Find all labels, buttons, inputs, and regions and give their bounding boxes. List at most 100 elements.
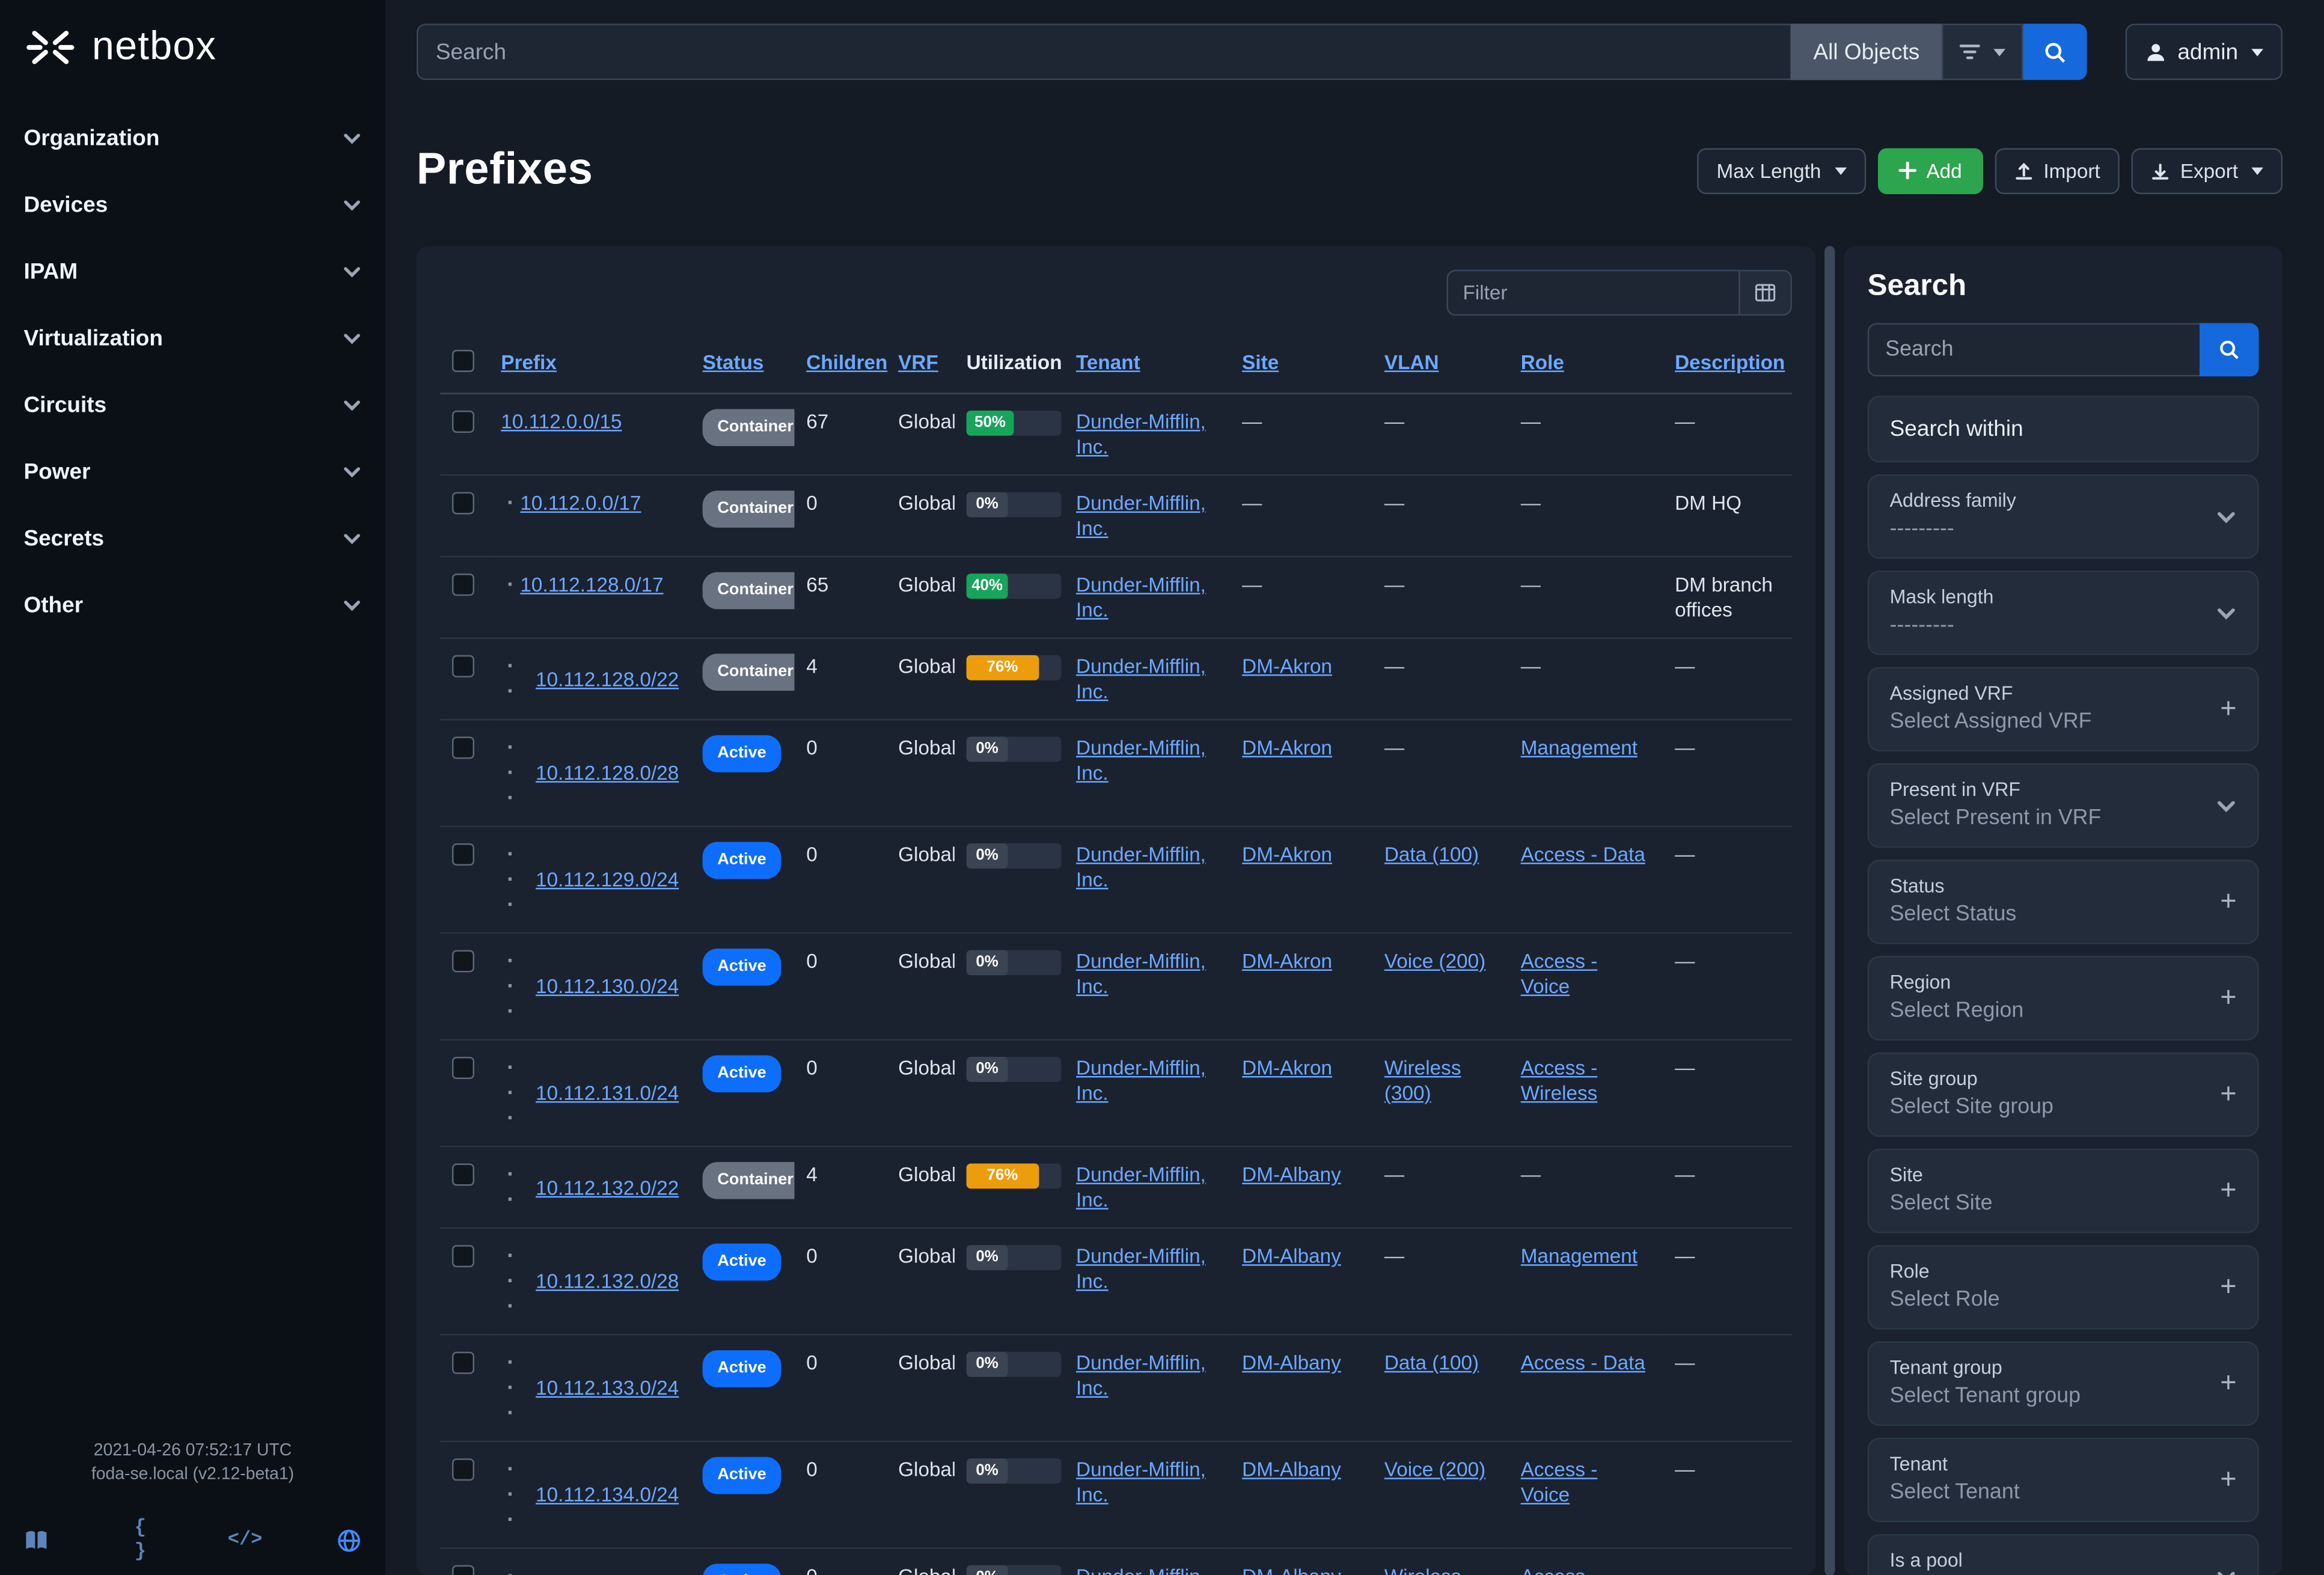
filter-field-is-a-pool[interactable]: Is a pool ---------: [1867, 1534, 2259, 1575]
prefix-link[interactable]: 10.112.0.0/17: [520, 492, 641, 515]
add-button[interactable]: Add: [1877, 147, 1983, 194]
prefix-link[interactable]: 10.112.132.0/28: [536, 1270, 679, 1293]
code-icon[interactable]: </>: [227, 1528, 263, 1551]
search-scope-button[interactable]: All Objects: [1791, 23, 1942, 81]
vlan-link[interactable]: Voice (200): [1384, 950, 1486, 973]
row-checkbox[interactable]: [452, 492, 474, 515]
table-filter-input[interactable]: [1446, 269, 1740, 316]
prefix-link[interactable]: 10.112.130.0/24: [536, 975, 679, 998]
sidebar-item-other[interactable]: Other: [0, 572, 385, 639]
panel-search-button[interactable]: [2199, 323, 2259, 377]
role-link[interactable]: Access - Voice: [1520, 1458, 1598, 1506]
row-checkbox[interactable]: [452, 950, 474, 973]
vlan-link[interactable]: Wireless (300): [1384, 1056, 1461, 1104]
filter-field-address-family[interactable]: Address family ---------: [1867, 474, 2259, 559]
role-link[interactable]: Access - Data: [1520, 1351, 1645, 1374]
row-checkbox[interactable]: [452, 1351, 474, 1374]
rest-api-icon[interactable]: { }: [134, 1516, 147, 1562]
filter-field-tenant[interactable]: Tenant Select Tenant +: [1867, 1437, 2259, 1523]
column-header-tenant[interactable]: Tenant: [1076, 351, 1140, 374]
column-header-site[interactable]: Site: [1242, 351, 1279, 374]
row-checkbox[interactable]: [452, 843, 474, 866]
export-dropdown[interactable]: Export: [2131, 147, 2283, 194]
tenant-link[interactable]: Dunder-Mifflin, Inc.: [1076, 1056, 1206, 1104]
filter-field-region[interactable]: Region Select Region +: [1867, 956, 2259, 1041]
role-link[interactable]: Access - Voice: [1520, 950, 1598, 998]
tenant-link[interactable]: Dunder-Mifflin, Inc.: [1076, 1245, 1206, 1293]
select-all-checkbox[interactable]: [452, 349, 474, 372]
row-checkbox[interactable]: [452, 573, 474, 596]
tenant-link[interactable]: Dunder-Mifflin, Inc.: [1076, 492, 1206, 540]
role-link[interactable]: Access - Data: [1520, 843, 1645, 866]
scrollbar-thumb[interactable]: [1824, 246, 1835, 1575]
prefix-link[interactable]: 10.112.128.0/22: [536, 667, 679, 690]
prefix-link[interactable]: 10.112.129.0/24: [536, 868, 679, 891]
globe-icon[interactable]: [335, 1525, 364, 1555]
column-header-vrf[interactable]: VRF: [898, 351, 938, 374]
prefix-link[interactable]: 10.112.133.0/24: [536, 1377, 679, 1399]
role-link[interactable]: Management: [1520, 1245, 1638, 1268]
column-header-status[interactable]: Status: [702, 351, 764, 374]
filter-field-site-group[interactable]: Site group Select Site group +: [1867, 1052, 2259, 1137]
user-menu-button[interactable]: admin: [2126, 23, 2283, 81]
site-link[interactable]: DM-Albany: [1242, 1565, 1341, 1575]
column-header-description[interactable]: Description: [1675, 351, 1785, 374]
row-checkbox[interactable]: [452, 736, 474, 759]
column-config-button[interactable]: [1740, 269, 1792, 316]
site-link[interactable]: DM-Albany: [1242, 1163, 1341, 1186]
vlan-link[interactable]: Voice (200): [1384, 1458, 1486, 1481]
tenant-link[interactable]: Dunder-Mifflin, Inc.: [1076, 1163, 1206, 1211]
row-checkbox[interactable]: [452, 1163, 474, 1186]
table-scrollbar[interactable]: [1824, 246, 1835, 1575]
filter-field-present-in-vrf[interactable]: Present in VRF Select Present in VRF: [1867, 763, 2259, 848]
global-search-input[interactable]: [416, 23, 1791, 81]
role-link[interactable]: Access - Wireless: [1520, 1056, 1598, 1104]
column-header-prefix[interactable]: Prefix: [501, 351, 557, 374]
column-header-role[interactable]: Role: [1520, 351, 1564, 374]
role-link[interactable]: Access - Wireless: [1521, 1565, 1598, 1575]
global-search-button[interactable]: [2023, 23, 2087, 81]
site-link[interactable]: DM-Albany: [1242, 1245, 1341, 1268]
tenant-link[interactable]: Dunder-Mifflin, Inc.: [1076, 736, 1206, 784]
row-checkbox[interactable]: [452, 1565, 474, 1575]
prefix-link[interactable]: 10.112.128.0/17: [520, 573, 664, 596]
prefix-link[interactable]: 10.112.134.0/24: [536, 1484, 679, 1506]
netbox-logo[interactable]: netbox: [0, 0, 385, 105]
column-header-vlan[interactable]: VLAN: [1384, 351, 1439, 374]
tenant-link[interactable]: Dunder-Mifflin, Inc.: [1076, 843, 1206, 891]
sidebar-item-devices[interactable]: Devices: [0, 172, 385, 239]
panel-search-input[interactable]: [1867, 323, 2200, 377]
prefix-link[interactable]: 10.112.0.0/15: [501, 410, 622, 433]
site-link[interactable]: DM-Akron: [1242, 843, 1332, 866]
vlan-link[interactable]: Data (100): [1384, 1351, 1479, 1374]
sidebar-item-circuits[interactable]: Circuits: [0, 372, 385, 439]
row-checkbox[interactable]: [452, 1245, 474, 1268]
filter-field-status[interactable]: Status Select Status +: [1867, 860, 2259, 944]
prefix-link[interactable]: 10.112.132.0/22: [536, 1176, 679, 1199]
role-link[interactable]: Management: [1520, 736, 1638, 759]
site-link[interactable]: DM-Akron: [1242, 1056, 1332, 1079]
sidebar-item-virtualization[interactable]: Virtualization: [0, 305, 385, 372]
docs-icon[interactable]: [21, 1525, 50, 1555]
vlan-link[interactable]: Wireless (300): [1384, 1565, 1461, 1575]
tenant-link[interactable]: Dunder-Mifflin, Inc.: [1076, 1565, 1206, 1575]
vlan-link[interactable]: Data (100): [1384, 843, 1479, 866]
tenant-link[interactable]: Dunder-Mifflin, Inc.: [1076, 573, 1206, 622]
prefix-link[interactable]: 10.112.131.0/24: [536, 1081, 679, 1104]
site-link[interactable]: DM-Akron: [1242, 655, 1332, 677]
filter-field-site[interactable]: Site Select Site +: [1867, 1148, 2259, 1234]
row-checkbox[interactable]: [452, 1056, 474, 1079]
site-link[interactable]: DM-Akron: [1242, 736, 1332, 759]
tenant-link[interactable]: Dunder-Mifflin, Inc.: [1076, 1458, 1206, 1506]
filter-field-assigned-vrf[interactable]: Assigned VRF Select Assigned VRF +: [1867, 667, 2259, 752]
sidebar-item-ipam[interactable]: IPAM: [0, 239, 385, 305]
tenant-link[interactable]: Dunder-Mifflin, Inc.: [1076, 950, 1206, 998]
search-within-toggle[interactable]: Search within: [1867, 396, 2259, 463]
import-button[interactable]: Import: [1994, 147, 2120, 194]
search-filter-dropdown[interactable]: [1942, 23, 2023, 81]
filter-field-tenant-group[interactable]: Tenant group Select Tenant group +: [1867, 1341, 2259, 1426]
max-length-dropdown[interactable]: Max Length: [1697, 147, 1866, 194]
tenant-link[interactable]: Dunder-Mifflin, Inc.: [1076, 655, 1206, 703]
filter-field-role[interactable]: Role Select Role +: [1867, 1245, 2259, 1330]
site-link[interactable]: DM-Albany: [1242, 1351, 1341, 1374]
